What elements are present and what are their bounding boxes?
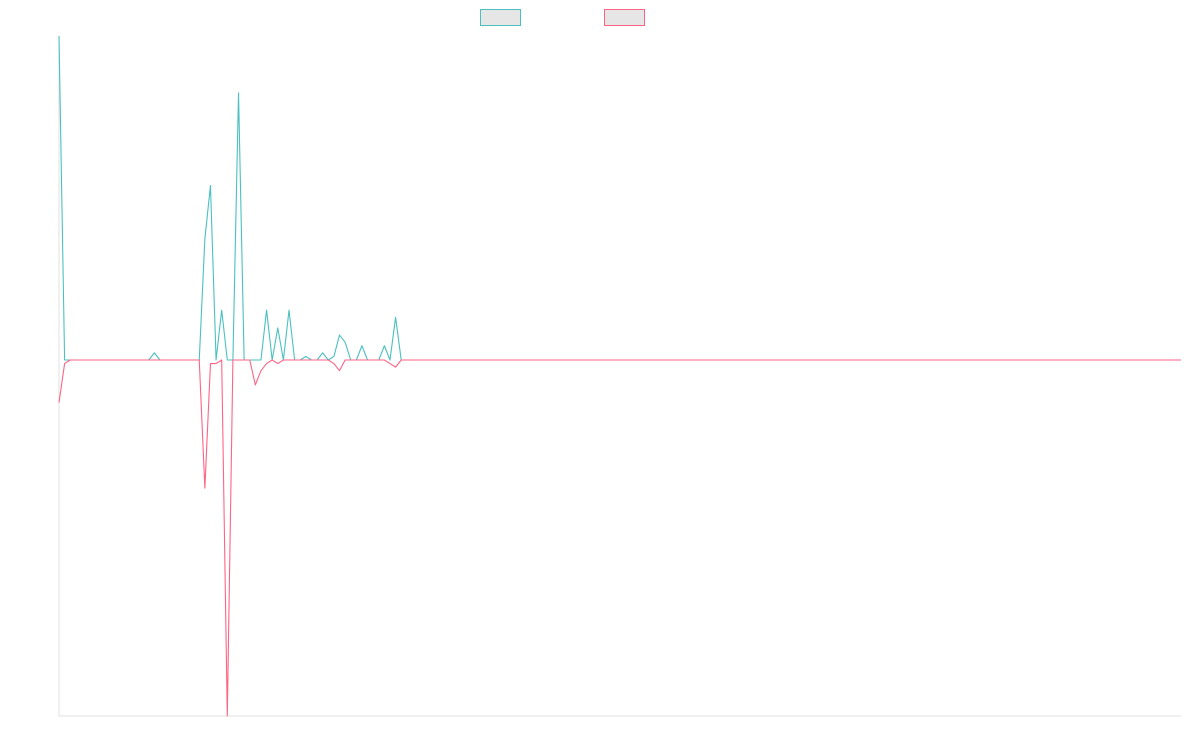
series-line-2: [58, 359, 1181, 717]
series-layer: [58, 35, 1181, 717]
legend: [480, 9, 645, 26]
series-line-1: [58, 35, 1181, 361]
legend-swatch-1[interactable]: [480, 9, 521, 26]
legend-swatch-2[interactable]: [604, 9, 645, 26]
